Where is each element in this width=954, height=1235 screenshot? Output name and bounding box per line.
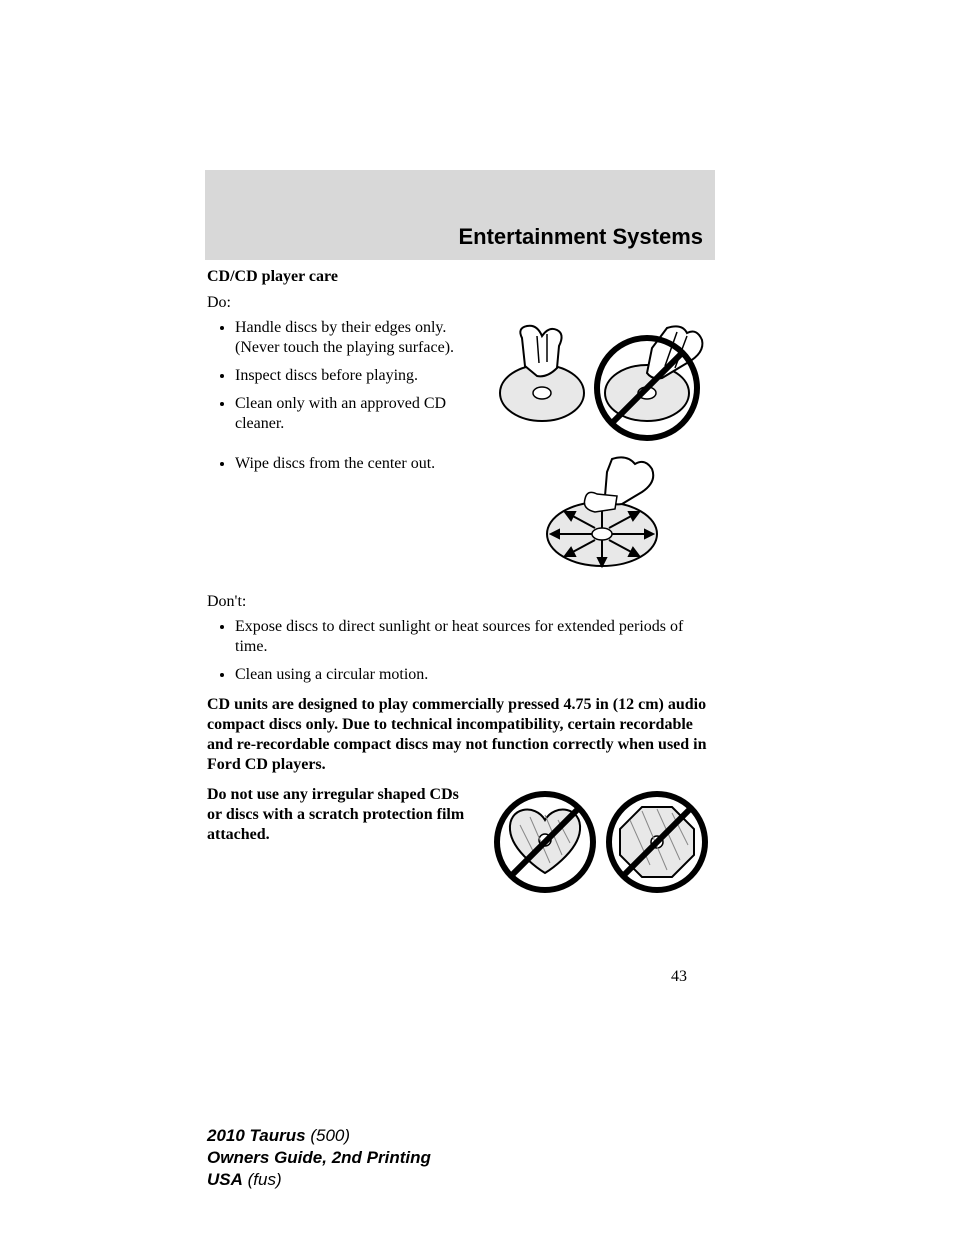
wipe-list-column: Wipe discs from the center out. — [207, 454, 475, 579]
wiping-illustration — [487, 454, 717, 579]
footer: 2010 Taurus (500) Owners Guide, 2nd Prin… — [207, 1125, 431, 1191]
footer-line-1: 2010 Taurus (500) — [207, 1125, 431, 1147]
list-item: Handle discs by their edges only. (Never… — [235, 318, 475, 358]
dont-block: Don't: Expose discs to direct sunlight o… — [207, 593, 717, 685]
irregular-discs-icon — [490, 785, 715, 900]
wipe-row: Wipe discs from the center out. — [207, 454, 717, 579]
list-item: Clean using a circular motion. — [235, 665, 717, 685]
section-header-bar: Entertainment Systems — [205, 170, 715, 260]
dont-label: Don't: — [207, 593, 717, 611]
page-content: CD/CD player care Do: Handle discs by th… — [207, 268, 717, 900]
footer-region: USA — [207, 1170, 243, 1189]
disc-handling-icon — [487, 318, 712, 448]
shaped-row: Do not use any irregular shaped CDs or d… — [207, 785, 717, 900]
page-number: 43 — [671, 968, 687, 986]
shaped-discs-illustration — [487, 785, 717, 900]
footer-model: 2010 Taurus — [207, 1126, 306, 1145]
do-row: Handle discs by their edges only. (Never… — [207, 318, 717, 448]
warning-paragraph-1: CD units are designed to play commercial… — [207, 695, 717, 775]
do-list: Handle discs by their edges only. (Never… — [207, 318, 475, 434]
list-item: Clean only with an approved CD cleaner. — [235, 394, 475, 434]
warning-paragraph-2: Do not use any irregular shaped CDs or d… — [207, 785, 475, 845]
do-label: Do: — [207, 294, 717, 312]
section-header-title: Entertainment Systems — [458, 224, 703, 250]
warning2-column: Do not use any irregular shaped CDs or d… — [207, 785, 475, 900]
footer-line-2: Owners Guide, 2nd Printing — [207, 1147, 431, 1169]
dont-list: Expose discs to direct sunlight or heat … — [207, 617, 717, 685]
footer-code: (500) — [310, 1126, 350, 1145]
wipe-center-out-icon — [527, 454, 677, 579]
do-list-column: Handle discs by their edges only. (Never… — [207, 318, 475, 448]
wipe-list: Wipe discs from the center out. — [207, 454, 475, 474]
footer-region-code: (fus) — [248, 1170, 282, 1189]
list-item: Inspect discs before playing. — [235, 366, 475, 386]
footer-line-3: USA (fus) — [207, 1169, 431, 1191]
list-item: Wipe discs from the center out. — [235, 454, 475, 474]
subsection-title: CD/CD player care — [207, 268, 717, 286]
handling-illustration — [487, 318, 717, 448]
list-item: Expose discs to direct sunlight or heat … — [235, 617, 717, 657]
